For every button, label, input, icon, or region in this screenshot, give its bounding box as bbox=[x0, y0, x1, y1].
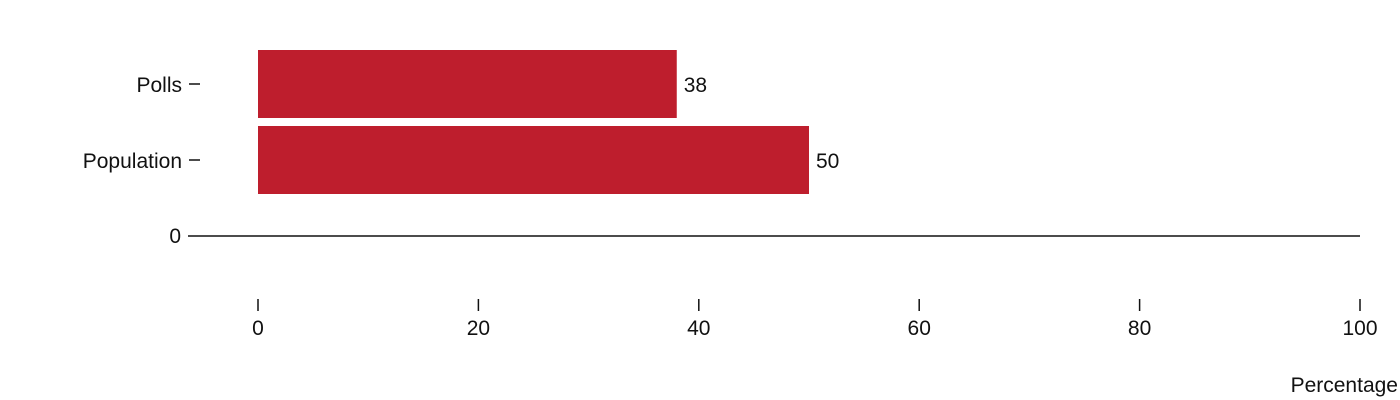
bars-group: 38 50 bbox=[258, 50, 839, 194]
x-axis: 0 20 40 60 80 100 bbox=[252, 299, 1378, 340]
x-tick-label: 100 bbox=[1342, 317, 1377, 340]
x-tick-label: 40 bbox=[687, 317, 710, 340]
data-label-population: 50 bbox=[816, 150, 839, 173]
x-tick-label: 20 bbox=[467, 317, 490, 340]
category-labels: Polls Population bbox=[83, 74, 200, 173]
bar-polls bbox=[258, 50, 677, 118]
baseline-zero-label: 0 bbox=[169, 225, 181, 248]
category-label-population: Population bbox=[83, 150, 182, 173]
x-tick-label: 60 bbox=[908, 317, 931, 340]
bar-population bbox=[258, 126, 809, 194]
data-label-polls: 38 bbox=[684, 74, 707, 97]
x-axis-title: Percentage bbox=[1291, 374, 1398, 397]
x-tick-label: 0 bbox=[252, 317, 264, 340]
x-tick-label: 80 bbox=[1128, 317, 1151, 340]
category-label-polls: Polls bbox=[136, 74, 182, 97]
